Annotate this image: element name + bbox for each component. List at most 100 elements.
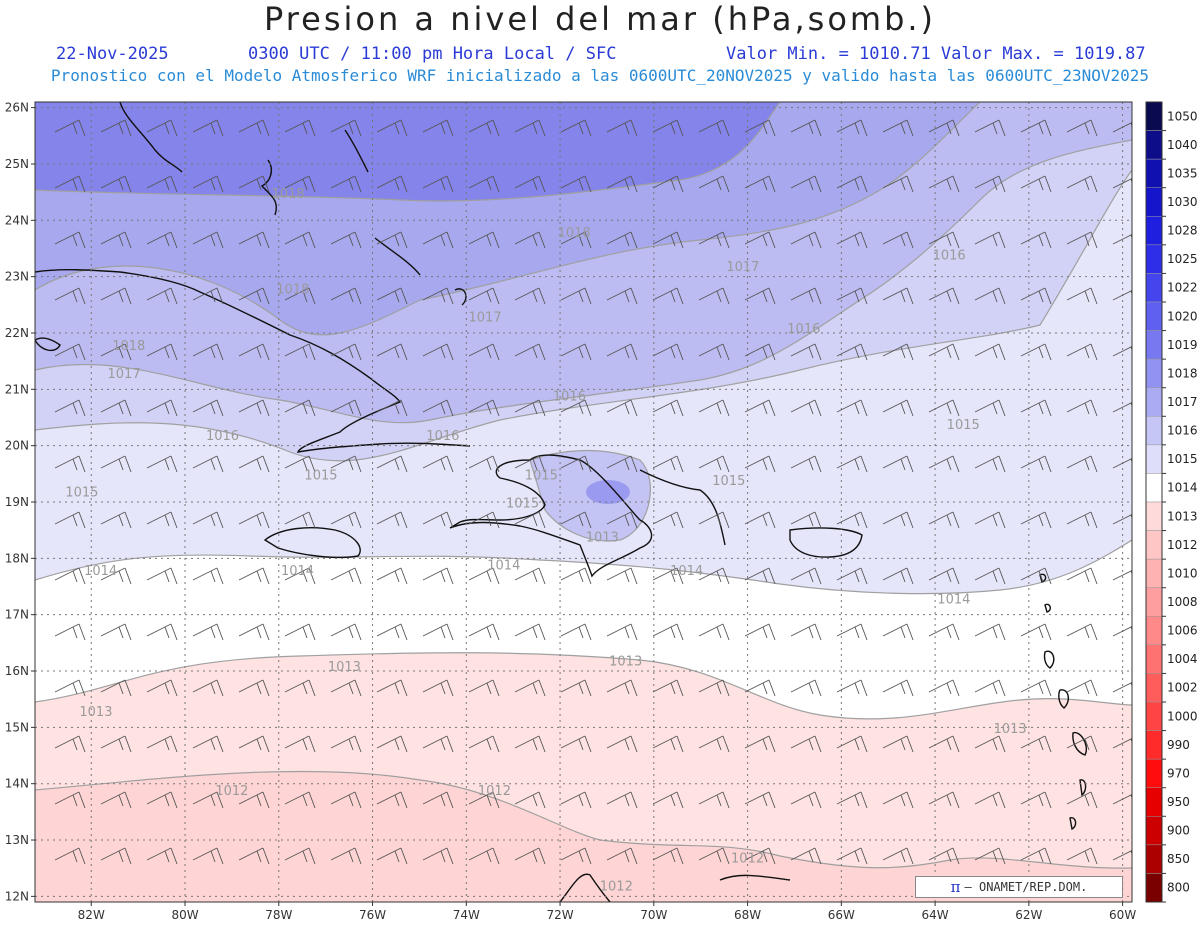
contour-label: 1017 xyxy=(108,367,141,382)
wind-barb xyxy=(882,119,914,137)
wind-barb xyxy=(882,231,914,249)
wind-barb xyxy=(928,343,960,361)
wind-barb xyxy=(468,735,500,753)
contour-label: 1012 xyxy=(600,880,633,895)
colorbar-swatch xyxy=(1145,158,1163,188)
wind-barb xyxy=(468,287,500,305)
wind-barb xyxy=(146,399,178,417)
wind-barb xyxy=(468,623,500,641)
wind-barb xyxy=(238,343,270,361)
wind-barb xyxy=(1020,679,1052,697)
wind-barb xyxy=(1066,175,1098,193)
colorbar-swatch xyxy=(1145,301,1163,331)
wind-barb xyxy=(330,735,362,753)
wind-barb xyxy=(882,455,914,473)
colorbar-swatch xyxy=(1145,444,1163,474)
wind-barb xyxy=(422,175,454,193)
wind-barb xyxy=(928,735,960,753)
contour-label: 1018 xyxy=(276,283,309,298)
wind-barb xyxy=(422,399,454,417)
wind-barbs xyxy=(54,119,1132,920)
wind-barb xyxy=(652,623,684,641)
colorbar-level-label: 1018 xyxy=(1167,366,1198,380)
lon-tick-label: 64W xyxy=(922,908,949,922)
wind-barb xyxy=(238,455,270,473)
colorbar-swatch xyxy=(1145,673,1163,703)
wind-barb xyxy=(330,175,362,193)
wind-barb xyxy=(54,735,86,753)
lon-tick-label: 78W xyxy=(265,908,292,922)
wind-barb xyxy=(284,567,316,585)
wind-barb xyxy=(652,679,684,697)
wind-barb xyxy=(284,231,316,249)
wind-barb xyxy=(1020,847,1052,865)
wind-barb xyxy=(1020,791,1052,809)
wind-barb xyxy=(1066,287,1098,305)
colorbar-level-label: 1010 xyxy=(1167,566,1198,580)
lon-tick-label: 74W xyxy=(453,908,480,922)
model-info: Pronostico con el Modelo Atmosferico WRF… xyxy=(50,66,1150,85)
wind-barb xyxy=(146,287,178,305)
wind-barb xyxy=(744,623,776,641)
colorbar-swatch xyxy=(1145,358,1163,388)
wind-barb xyxy=(652,735,684,753)
wind-barb xyxy=(652,231,684,249)
wind-barb xyxy=(54,847,86,865)
wind-barb xyxy=(422,791,454,809)
colorbar-swatch xyxy=(1145,644,1163,674)
puerto-rico-coast xyxy=(789,527,863,558)
wind-barb xyxy=(790,679,822,697)
lon-tick-label: 68W xyxy=(734,908,761,922)
wind-barb xyxy=(422,287,454,305)
wind-barb xyxy=(238,847,270,865)
wind-barb xyxy=(836,175,868,193)
lat-tick-label: 22N xyxy=(5,326,29,340)
wind-barb xyxy=(468,231,500,249)
wind-barb xyxy=(1066,399,1098,417)
wind-barb xyxy=(698,791,730,809)
contour-label: 1013 xyxy=(994,722,1027,737)
colorbar-swatch xyxy=(1145,330,1163,360)
wind-barb xyxy=(376,735,408,753)
wind-barb xyxy=(514,175,546,193)
wind-barb xyxy=(974,791,1006,809)
colorbar-swatch xyxy=(1145,416,1163,446)
wind-barb xyxy=(1020,399,1052,417)
wind-barb xyxy=(974,287,1006,305)
wind-barb xyxy=(514,287,546,305)
wind-barb xyxy=(790,175,822,193)
wind-barb xyxy=(54,623,86,641)
wind-barb xyxy=(238,287,270,305)
wind-barb xyxy=(100,791,132,809)
wind-barb xyxy=(974,511,1006,529)
wind-barb xyxy=(790,119,822,137)
wind-barb xyxy=(698,511,730,529)
wind-barb xyxy=(882,343,914,361)
wind-barb xyxy=(928,119,960,137)
wind-barb xyxy=(284,287,316,305)
wind-barb xyxy=(284,511,316,529)
wind-barb xyxy=(192,847,224,865)
wind-barb xyxy=(744,287,776,305)
wind-barb xyxy=(928,287,960,305)
contour-label: 1015 xyxy=(304,468,337,483)
colorbar-swatch xyxy=(1145,530,1163,560)
wind-barb xyxy=(54,679,86,697)
wind-barb xyxy=(468,119,500,137)
colorbar-level-label: 950 xyxy=(1167,795,1190,809)
wind-barb xyxy=(515,904,545,920)
wind-barb xyxy=(422,511,454,529)
colorbar-level-label: 1016 xyxy=(1167,424,1198,438)
colorbar-swatch xyxy=(1145,473,1163,503)
wind-barb xyxy=(192,119,224,137)
wind-barb xyxy=(238,511,270,529)
colorbar-swatch xyxy=(1145,130,1163,160)
colorbar-swatch xyxy=(1145,558,1163,588)
contour-label: 1016 xyxy=(787,322,820,337)
wind-barb xyxy=(974,231,1006,249)
wind-barb xyxy=(606,735,638,753)
lon-tick-label: 60W xyxy=(1109,908,1136,922)
wind-barb xyxy=(192,455,224,473)
colorbar-swatch xyxy=(1145,701,1163,731)
wind-barb xyxy=(1066,343,1098,361)
